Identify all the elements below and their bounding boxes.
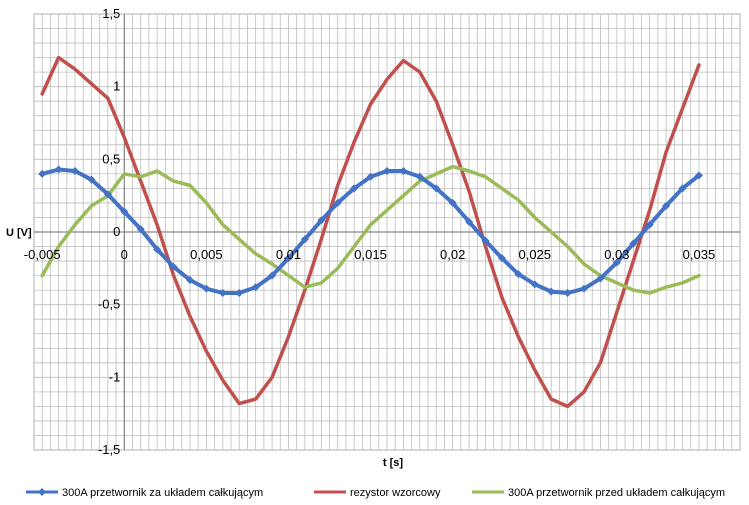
x-tick-label: 0,015 <box>354 247 387 262</box>
series-point <box>432 184 441 193</box>
series-point <box>383 166 391 175</box>
series-point <box>514 270 523 279</box>
series-point <box>366 172 375 181</box>
x-tick-label: 0,005 <box>190 247 223 262</box>
series-point <box>333 198 342 207</box>
y-tick-label: 0 <box>113 224 120 239</box>
series-point <box>185 275 194 284</box>
y-tick-label: 1,5 <box>102 6 120 21</box>
series-point <box>218 289 227 298</box>
series-point <box>300 235 309 244</box>
series-point <box>202 284 211 293</box>
series-point <box>497 254 506 263</box>
series-point <box>284 254 293 263</box>
series-point <box>54 165 63 174</box>
y-axis-label: U [V] <box>6 227 32 239</box>
series-point <box>629 239 638 248</box>
y-tick-label: -1,5 <box>98 442 120 457</box>
series-point <box>415 172 424 181</box>
series-point <box>251 283 260 292</box>
legend-label: rezystor wzorcowy <box>350 487 441 499</box>
series-point <box>317 216 326 225</box>
y-tick-label: -1 <box>109 369 121 384</box>
axes <box>34 14 740 450</box>
series-point <box>547 287 556 296</box>
series-point <box>694 171 703 180</box>
series-point <box>87 175 96 184</box>
series-point <box>645 220 654 229</box>
x-tick-label: 0,01 <box>276 247 301 262</box>
series-layer <box>38 55 703 409</box>
series-point <box>612 258 621 267</box>
y-tick-label: -0,5 <box>98 297 120 312</box>
legend: 300A przetwornik za układem całkującym re… <box>26 487 725 499</box>
legend-label: 300A przetwornik za układem całkującym <box>62 487 263 499</box>
series-point <box>530 280 539 289</box>
series-point <box>481 236 490 245</box>
x-tick-labels: -0,005 0 0,005 0,01 0,015 0,02 0,025 0,03 0,035 <box>24 247 715 262</box>
series-point <box>563 289 572 298</box>
series-point <box>103 190 112 199</box>
x-tick-label: 0,02 <box>440 247 465 262</box>
series-point <box>153 245 162 254</box>
series-point <box>268 271 277 280</box>
x-tick-label: 0,035 <box>683 247 716 262</box>
series-point <box>678 184 687 193</box>
x-axis-label: t [s] <box>383 457 404 469</box>
legend-marker <box>38 488 46 496</box>
series-line-3 <box>40 164 701 295</box>
series-point <box>71 166 80 175</box>
series-point <box>120 207 129 216</box>
series-line-2 <box>40 55 701 409</box>
series-point <box>399 166 408 175</box>
x-tick-label: 0,03 <box>604 247 629 262</box>
series-point <box>235 289 244 298</box>
x-tick-label: 0 <box>121 247 128 262</box>
series-point <box>38 169 47 178</box>
series-point <box>169 262 178 271</box>
x-tick-label: 0,025 <box>518 247 551 262</box>
series-point <box>448 198 457 207</box>
series-point <box>580 284 589 293</box>
y-tick-labels: -1,5 -1 -0,5 0 0,5 1 1,5 <box>98 6 120 457</box>
legend-label: 300A przetwornik przed układem całkujący… <box>508 487 725 499</box>
series-point <box>350 184 359 193</box>
series-point <box>596 274 605 283</box>
series-point <box>136 225 145 234</box>
series-point <box>662 201 671 210</box>
x-tick-label: -0,005 <box>24 247 61 262</box>
y-tick-label: 1 <box>113 79 120 94</box>
y-tick-label: 0,5 <box>102 151 120 166</box>
series-point <box>465 217 474 226</box>
